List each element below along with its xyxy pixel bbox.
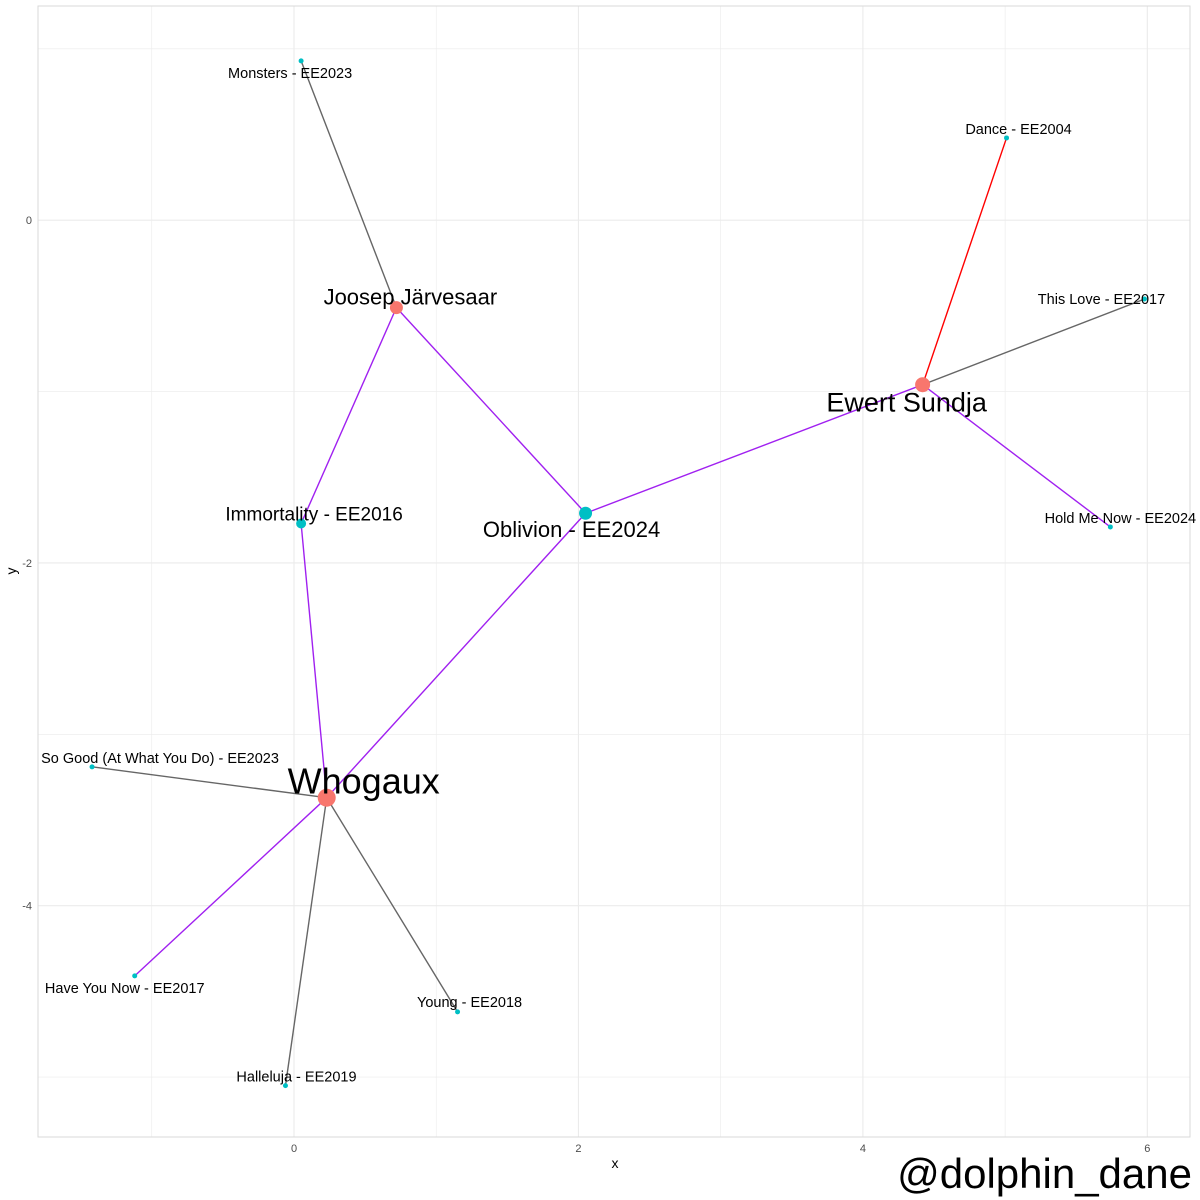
x-tick-label: 4: [860, 1143, 866, 1155]
node-young: [455, 1009, 461, 1015]
edge-whogaux-sogood: [91, 766, 327, 799]
node-halleluja: [282, 1083, 288, 1089]
axis-ticks: 0 2 4 6 0 -2 -4: [22, 215, 1150, 1155]
edge-whogaux-haveyou: [134, 797, 328, 977]
node-dance: [1004, 135, 1010, 141]
nodes: [89, 58, 1147, 1089]
label-holdme: Hold Me Now - EE2024: [1045, 511, 1197, 527]
label-halleluja: Halleluja - EE2019: [236, 1070, 356, 1086]
x-tick-label: 0: [291, 1143, 297, 1155]
edge-whogaux-oblivion: [326, 512, 587, 799]
y-tick-label: 0: [26, 215, 32, 227]
label-sogood: So Good (At What You Do) - EE2023: [41, 751, 279, 767]
node-thislove: [1141, 296, 1147, 302]
edge-ewert-thislove: [922, 298, 1145, 386]
label-monsters: Monsters - EE2023: [228, 66, 352, 82]
credit-handle: @dolphin_dane: [897, 1150, 1192, 1197]
y-tick-label: -4: [22, 901, 32, 913]
label-oblivion: Oblivion - EE2024: [483, 517, 660, 542]
node-monsters: [298, 58, 304, 64]
label-whogaux: Whogaux: [288, 761, 440, 802]
node-whogaux: [317, 788, 336, 807]
y-axis-title: y: [3, 568, 19, 575]
x-tick-label: 2: [575, 1143, 581, 1155]
node-sogood: [89, 764, 95, 770]
node-haveyou: [132, 973, 138, 979]
x-tick-label: 6: [1144, 1143, 1150, 1155]
label-joosep: Joosep Järvesaar: [324, 285, 498, 310]
edge-whogaux-halleluja: [284, 797, 328, 1086]
edge-ewert-dance: [921, 137, 1008, 385]
y-tick-label: -2: [22, 558, 32, 570]
edges: [91, 60, 1145, 1086]
grid-lines: [38, 6, 1190, 1137]
node-immortality: [296, 518, 307, 529]
node-holdme: [1107, 524, 1113, 530]
panel-border: [37, 5, 1191, 1138]
node-labels: Whogaux Joosep Järvesaar Ewert Sundja Obliv…: [41, 66, 1196, 1086]
label-immortality: Immortality - EE2016: [225, 505, 402, 526]
edge-joosep-immortality: [300, 307, 398, 524]
edge-whogaux-immortality: [300, 523, 328, 798]
edge-joosep-monsters: [300, 60, 398, 308]
node-ewert: [915, 377, 931, 393]
label-haveyou: Have You Now - EE2017: [45, 981, 205, 997]
edge-ewert-oblivion: [585, 384, 923, 514]
label-dance: Dance - EE2004: [965, 122, 1071, 138]
node-oblivion: [579, 506, 593, 520]
x-axis-title: x: [612, 1155, 619, 1171]
label-young: Young - EE2018: [417, 995, 522, 1011]
edge-ewert-holdme: [922, 384, 1111, 528]
label-thislove: This Love - EE2017: [1038, 292, 1165, 308]
edge-whogaux-young: [326, 797, 459, 1013]
node-joosep: [389, 301, 403, 315]
label-ewert: Ewert Sundja: [826, 388, 988, 418]
edge-joosep-oblivion: [395, 307, 587, 514]
